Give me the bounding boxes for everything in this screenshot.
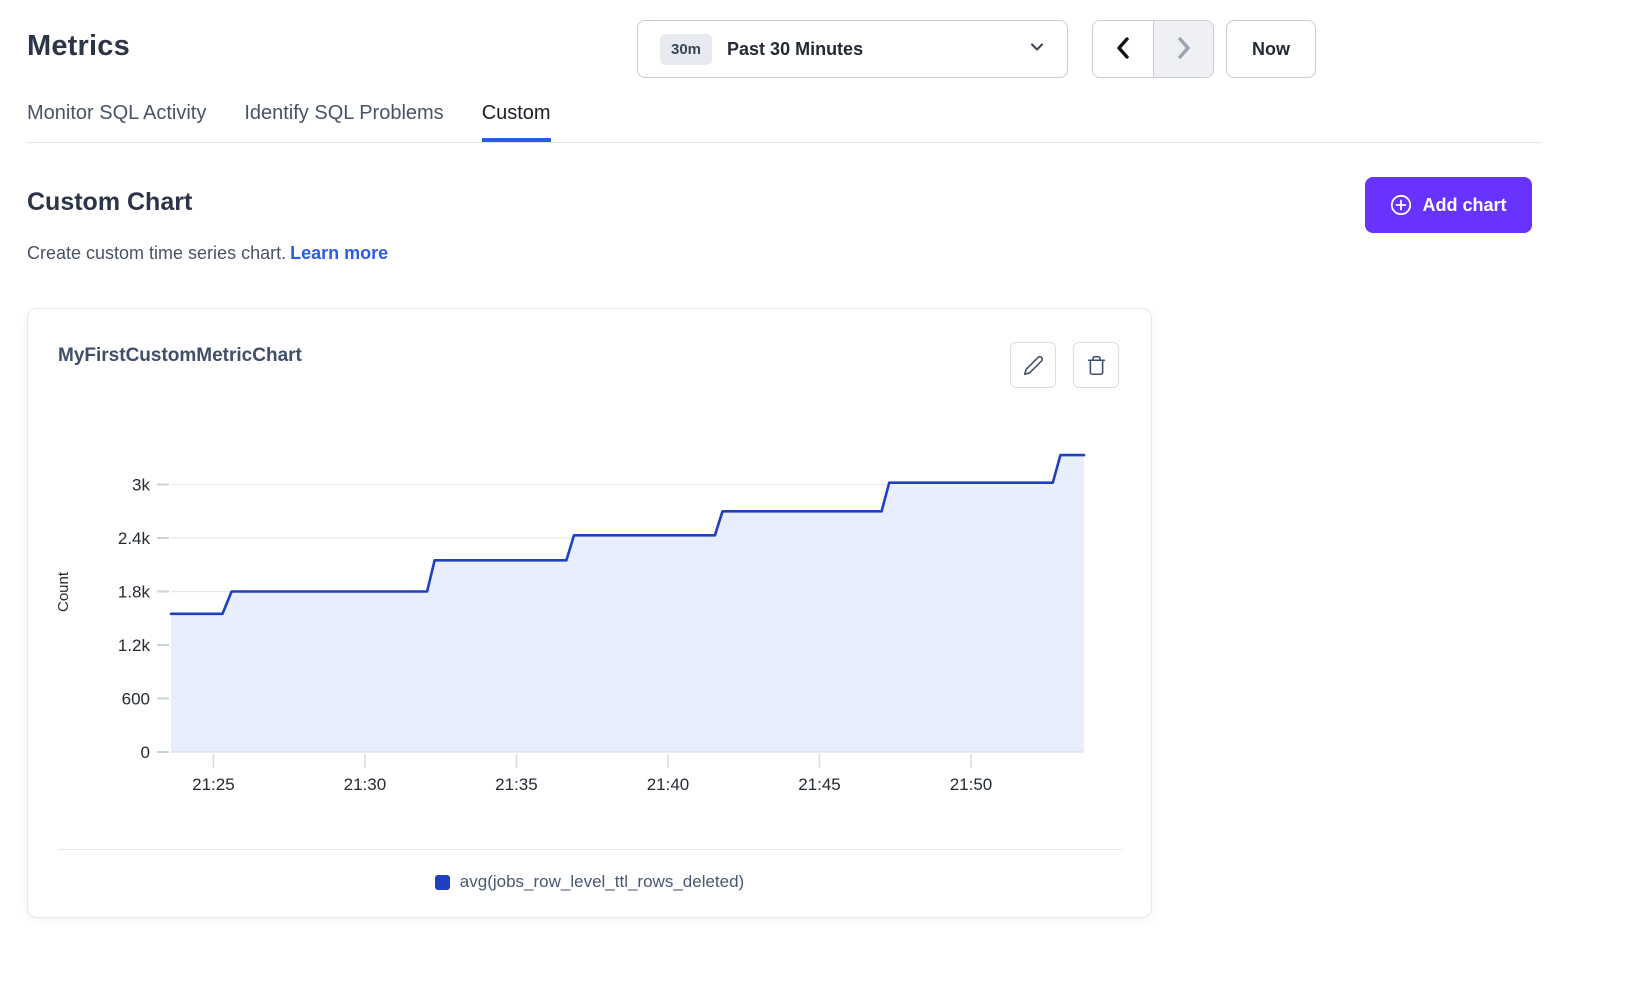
svg-text:21:30: 21:30 bbox=[344, 775, 387, 794]
time-range-selector[interactable]: 30m Past 30 Minutes bbox=[637, 20, 1068, 78]
svg-text:3k: 3k bbox=[132, 476, 150, 495]
subtitle-text: Create custom time series chart. bbox=[27, 243, 286, 263]
svg-text:0: 0 bbox=[141, 743, 150, 762]
time-prev-button[interactable] bbox=[1093, 21, 1153, 77]
time-range-badge: 30m bbox=[660, 34, 712, 65]
section-subtitle: Create custom time series chart.Learn mo… bbox=[27, 243, 388, 264]
svg-text:21:25: 21:25 bbox=[192, 775, 235, 794]
custom-metric-chart: 0 600 1.2k 1.8k 2.4k 3k 21:25 21:30 21:35 21:40 21… bbox=[28, 409, 1153, 809]
tabs-divider bbox=[27, 142, 1541, 143]
svg-text:21:50: 21:50 bbox=[950, 775, 993, 794]
add-chart-button[interactable]: Add chart bbox=[1365, 177, 1532, 233]
chevron-left-icon bbox=[1112, 35, 1134, 64]
pencil-icon bbox=[1023, 355, 1044, 376]
svg-text:21:40: 21:40 bbox=[647, 775, 690, 794]
legend-swatch bbox=[435, 875, 450, 890]
learn-more-link[interactable]: Learn more bbox=[290, 243, 388, 263]
delete-chart-button[interactable] bbox=[1073, 342, 1119, 388]
tab-monitor-sql-activity[interactable]: Monitor SQL Activity bbox=[27, 102, 206, 142]
time-step-group bbox=[1092, 20, 1214, 78]
page-title: Metrics bbox=[27, 30, 130, 63]
svg-text:2.4k: 2.4k bbox=[118, 529, 151, 548]
tab-identify-sql-problems[interactable]: Identify SQL Problems bbox=[244, 102, 443, 142]
chart-card-title: MyFirstCustomMetricChart bbox=[58, 345, 302, 367]
svg-text:600: 600 bbox=[122, 690, 150, 709]
chevron-down-icon bbox=[1029, 39, 1045, 60]
svg-text:1.2k: 1.2k bbox=[118, 636, 151, 655]
metrics-tabs: Monitor SQL Activity Identify SQL Proble… bbox=[27, 102, 551, 142]
tab-custom[interactable]: Custom bbox=[482, 102, 551, 142]
time-next-button[interactable] bbox=[1153, 21, 1213, 77]
legend-label: avg(jobs_row_level_ttl_rows_deleted) bbox=[460, 872, 744, 892]
legend-divider bbox=[58, 849, 1123, 850]
chart-legend: avg(jobs_row_level_ttl_rows_deleted) bbox=[28, 872, 1151, 892]
add-chart-label: Add chart bbox=[1422, 195, 1506, 216]
now-button[interactable]: Now bbox=[1226, 20, 1316, 78]
chart-card: MyFirstCustomMetricChart 0 600 1.2k 1.8k 2.4… bbox=[27, 308, 1152, 918]
svg-text:21:35: 21:35 bbox=[495, 775, 538, 794]
svg-text:1.8k: 1.8k bbox=[118, 583, 151, 602]
chevron-right-icon bbox=[1173, 35, 1195, 64]
time-range-label: Past 30 Minutes bbox=[727, 39, 863, 60]
trash-icon bbox=[1086, 355, 1107, 376]
custom-chart-heading: Custom Chart bbox=[27, 188, 192, 217]
svg-text:Count: Count bbox=[55, 571, 72, 612]
edit-chart-button[interactable] bbox=[1010, 342, 1056, 388]
svg-text:21:45: 21:45 bbox=[798, 775, 841, 794]
plus-circle-icon bbox=[1390, 194, 1412, 216]
